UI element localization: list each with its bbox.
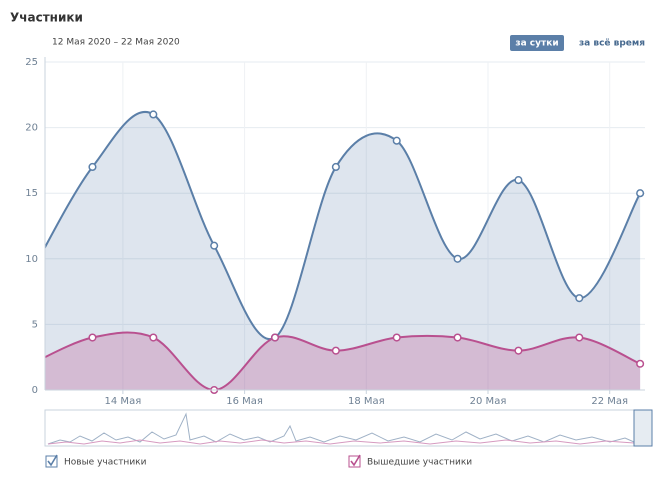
navigator-window[interactable]: [633, 409, 653, 447]
plot: [28, 61, 645, 395]
point: [575, 333, 584, 342]
page-title: Участники: [10, 11, 83, 25]
navigator: [44, 409, 653, 447]
point: [514, 176, 523, 185]
legend-check: [350, 454, 361, 467]
point: [210, 241, 219, 250]
point: [636, 189, 645, 198]
legend-checkbox[interactable]: [45, 455, 58, 468]
point: [28, 360, 35, 367]
button-day[interactable]: за сутки: [515, 39, 558, 49]
y-tick-label: 15: [25, 188, 38, 199]
point: [514, 346, 523, 355]
x-tick-label: 22 Мая: [591, 396, 628, 407]
point: [331, 346, 340, 355]
button-all[interactable]: за всё время: [579, 39, 645, 49]
point: [392, 333, 401, 342]
y-tick-label: 20: [25, 123, 38, 134]
point: [331, 162, 340, 172]
area: [45, 112, 641, 390]
point: [270, 333, 280, 342]
legend-checkbox[interactable]: [348, 455, 361, 468]
x-tick-label: 14 Мая: [105, 396, 142, 407]
x-tick-label: 16 Мая: [226, 396, 263, 407]
point: [88, 162, 97, 172]
point: [149, 333, 158, 342]
x-tick-label: 20 Мая: [470, 396, 507, 407]
point: [392, 136, 401, 145]
navigator-line: [47, 439, 635, 445]
y-tick-label: 0: [32, 385, 38, 396]
point: [636, 359, 645, 368]
navigator-line: [47, 412, 635, 445]
legend-check: [47, 454, 58, 467]
y-tick-label: 5: [32, 319, 38, 330]
button-day-bg[interactable]: [510, 35, 564, 51]
legend-label[interactable]: Вышедшие участники: [367, 458, 472, 468]
date-range: 12 Мая 2020 – 22 Мая 2020: [52, 38, 180, 48]
point: [453, 254, 462, 263]
point: [149, 110, 158, 119]
line: [45, 331, 641, 392]
point: [575, 294, 584, 303]
point: [88, 333, 97, 342]
y-tick-label: 10: [25, 254, 38, 265]
point: [453, 333, 462, 342]
area: [45, 332, 641, 390]
y-tick-label: 25: [25, 57, 38, 68]
x-tick-label: 18 Мая: [348, 396, 385, 407]
point: [28, 269, 35, 276]
legend-label[interactable]: Новые участники: [64, 458, 147, 468]
